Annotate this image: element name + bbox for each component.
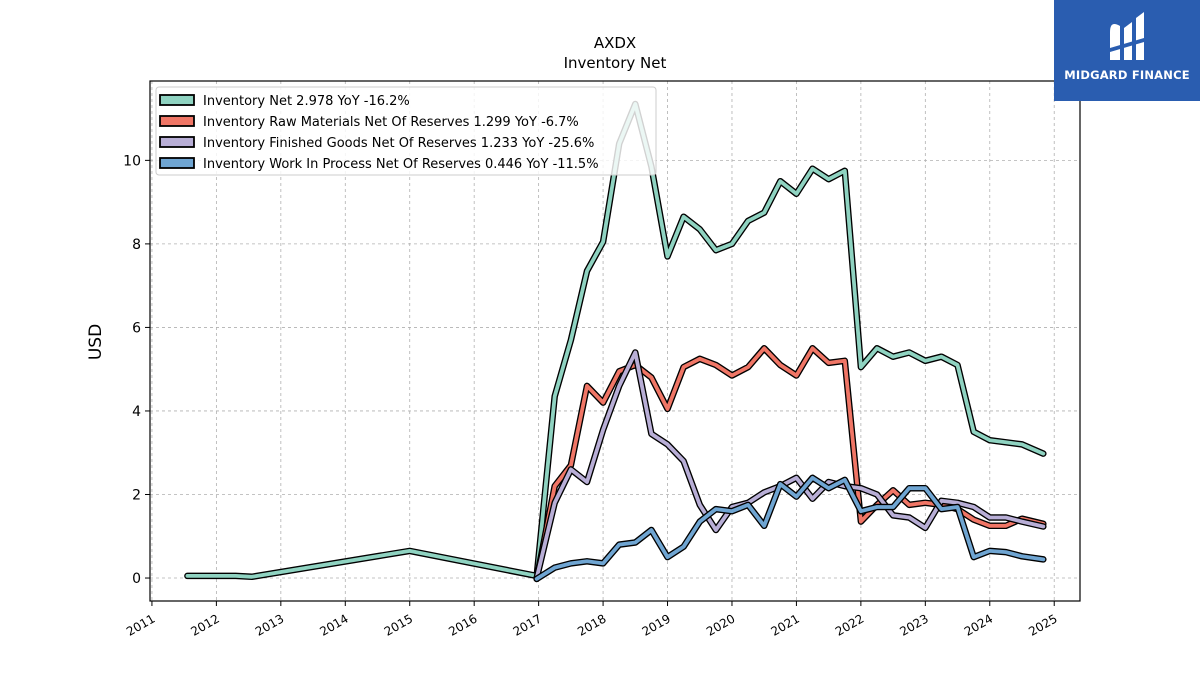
x-tick-label: 2011 xyxy=(124,611,157,638)
legend-swatch xyxy=(159,94,195,106)
x-tick-label: 2016 xyxy=(446,611,479,638)
legend-label: Inventory Finished Goods Net Of Reserves… xyxy=(203,136,594,151)
y-tick-label: 0 xyxy=(132,571,141,587)
x-tick-label: 2020 xyxy=(704,611,737,638)
series-line xyxy=(534,350,1046,580)
logo-text: MIDGARD FINANCE xyxy=(1064,68,1190,82)
x-tick-label: 2019 xyxy=(640,611,673,638)
x-tick-label: 2012 xyxy=(188,611,221,638)
legend-item: Inventory Work In Process Net Of Reserve… xyxy=(159,157,599,172)
series-line xyxy=(185,102,1046,579)
y-tick-label: 4 xyxy=(132,404,141,420)
legend-item: Inventory Net 2.978 YoY -16.2% xyxy=(159,94,410,109)
x-tick-label: 2015 xyxy=(382,611,415,638)
legend-item: Inventory Raw Materials Net Of Reserves … xyxy=(159,115,579,130)
x-tick-label: 2014 xyxy=(317,611,350,638)
legend-swatch xyxy=(159,157,195,169)
series-lines xyxy=(184,100,1047,583)
legend-item: Inventory Finished Goods Net Of Reserves… xyxy=(159,136,594,151)
legend: Inventory Net 2.978 YoY -16.2% Inventory … xyxy=(155,86,657,176)
legend-label: Inventory Raw Materials Net Of Reserves … xyxy=(203,115,579,130)
plot-frame xyxy=(149,80,1081,602)
x-tick-label: 2022 xyxy=(833,611,866,638)
midgard-finance-logo: MIDGARD FINANCE xyxy=(1054,0,1200,101)
chart-subtitle: Inventory Net xyxy=(564,54,667,72)
y-axis-label: USD xyxy=(86,324,106,360)
axis-ticks: 2011 2012 2013 2014 2015 2016 2017 2018 2019 2020… xyxy=(123,153,1060,639)
chart-title: AXDX xyxy=(594,34,636,52)
midgard-logo-icon xyxy=(1110,12,1144,60)
series-1 xyxy=(184,100,1047,581)
x-tick-label: 2024 xyxy=(962,611,995,638)
y-tick-label: 2 xyxy=(132,487,141,503)
legend-box xyxy=(155,86,657,176)
series-4 xyxy=(533,474,1047,583)
series-3 xyxy=(533,349,1047,582)
legend-label: Inventory Net 2.978 YoY -16.2% xyxy=(203,94,410,109)
x-tick-label: 2021 xyxy=(768,611,801,638)
y-tick-label: 10 xyxy=(123,153,141,169)
legend-swatch xyxy=(159,115,195,127)
series-line xyxy=(534,475,1046,581)
x-tick-label: 2025 xyxy=(1026,611,1059,638)
x-tick-label: 2018 xyxy=(575,611,608,638)
x-tick-label: 2023 xyxy=(897,611,930,638)
y-tick-label: 8 xyxy=(132,237,141,253)
legend-swatch xyxy=(159,136,195,148)
legend-label: Inventory Work In Process Net Of Reserve… xyxy=(203,157,599,172)
x-tick-label: 2017 xyxy=(511,611,544,638)
y-tick-label: 6 xyxy=(132,320,141,336)
x-tick-label: 2013 xyxy=(253,611,286,638)
